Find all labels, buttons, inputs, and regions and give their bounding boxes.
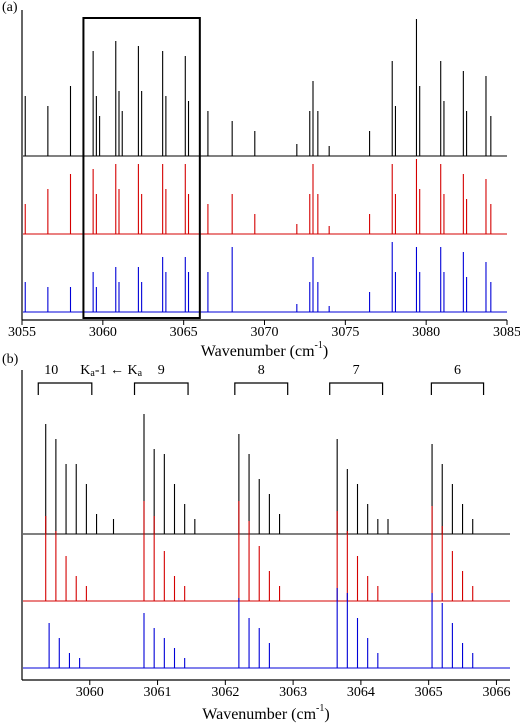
x-tick-label: 3070 xyxy=(251,325,279,340)
x-tick-label: 3064 xyxy=(347,685,375,700)
highlight-box xyxy=(82,17,201,319)
bracket-note-part: K xyxy=(80,363,90,378)
bracket xyxy=(430,382,485,395)
x-axis-label-part: -1 xyxy=(315,340,323,351)
x-tick-label: 3061 xyxy=(144,685,172,700)
x-tick-label: 3063 xyxy=(279,685,307,700)
x-axis-label: Wavenumber (cm-1) xyxy=(201,340,328,359)
bracket-note-part: -1 ← K xyxy=(95,363,138,378)
bracket-note-part: a xyxy=(138,368,143,379)
x-axis-label-part: Wavenumber (cm xyxy=(202,706,316,723)
x-axis-label-part: Wavenumber (cm xyxy=(201,343,315,360)
x-axis-label: Wavenumber (cm-1) xyxy=(202,703,329,722)
x-tick-label: 3065 xyxy=(170,325,198,340)
bracket-label: 7 xyxy=(353,363,360,378)
x-tick-label: 3080 xyxy=(412,325,440,340)
bracket xyxy=(133,382,189,395)
bracket-note-part: a xyxy=(90,368,95,379)
x-tick-label: 3075 xyxy=(331,325,359,340)
bracket-label: 10 xyxy=(44,363,58,378)
x-axis-label-part: ) xyxy=(323,343,328,360)
panel-label: (a) xyxy=(2,0,18,15)
bracket xyxy=(37,382,93,395)
x-tick-label: 3060 xyxy=(76,685,104,700)
bracket xyxy=(234,382,289,395)
bracket-label: 6 xyxy=(454,363,461,378)
bracket-note: Ka-1 ← Ka xyxy=(80,363,142,379)
bracket-label: 9 xyxy=(158,363,165,378)
x-tick-label: 3065 xyxy=(415,685,443,700)
x-axis-label-part: -1 xyxy=(316,703,324,714)
panel-label: (b) xyxy=(2,352,19,367)
x-axis-label-part: ) xyxy=(324,706,329,723)
x-tick-label: 3060 xyxy=(89,325,117,340)
x-tick-label: 3062 xyxy=(211,685,239,700)
x-tick-label: 3085 xyxy=(493,325,520,340)
x-tick-label: 3066 xyxy=(482,685,510,700)
bracket xyxy=(329,382,384,395)
bracket-label: 8 xyxy=(258,363,265,378)
x-tick-label: 3055 xyxy=(8,325,36,340)
